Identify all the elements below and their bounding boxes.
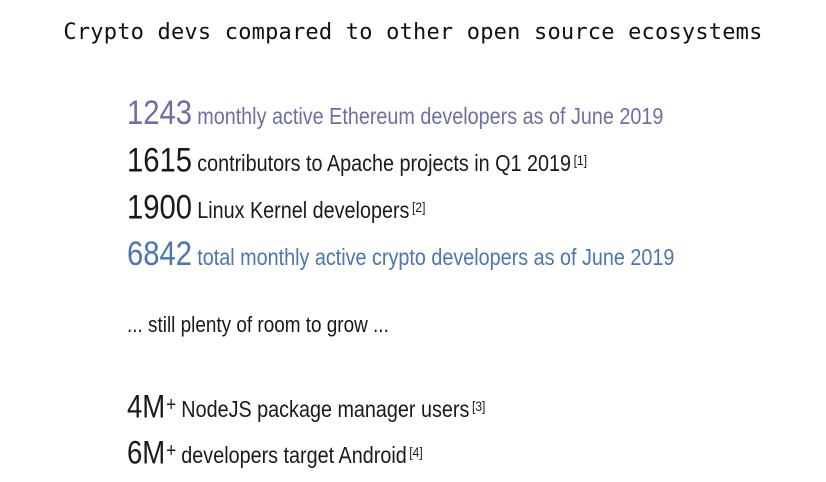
stat-plus: +	[166, 440, 177, 462]
slide-title: Crypto devs compared to other open sourc…	[63, 20, 763, 45]
stat-plus: +	[166, 394, 177, 416]
footnote-ref: [4]	[409, 444, 423, 460]
stats-list: 1243 monthly active Ethereum developers a…	[127, 90, 764, 278]
stat-text: developers target Android	[181, 442, 407, 469]
stat-number: 4M	[127, 388, 166, 425]
ecosystem-stats-list: 4M+ NodeJS package manager users [3] 6M+ de…	[127, 382, 544, 474]
stat-apache-contributors: 1615 contributors to Apache projects in Q…	[127, 137, 674, 184]
footnote-ref: [3]	[471, 398, 486, 414]
stat-linux-kernel-devs: 1900 Linux Kernel developers [2]	[127, 184, 674, 231]
footnote-ref: [2]	[412, 199, 426, 215]
stat-text: contributors to Apache projects in Q1 20…	[197, 150, 572, 177]
stat-number: 6M	[127, 434, 166, 471]
stat-ethereum-devs: 1243 monthly active Ethereum developers a…	[127, 90, 674, 137]
room-to-grow-text: ... still plenty of room to grow ...	[127, 312, 389, 337]
stat-number: 1900	[127, 188, 193, 227]
stat-nodejs-users: 4M+ NodeJS package manager users [3]	[127, 382, 485, 428]
stat-text: total monthly active crypto developers a…	[197, 244, 675, 270]
stat-crypto-devs: 6842 total monthly active crypto develope…	[127, 231, 674, 278]
stat-android-devs: 6M+ developers target Android [4]	[127, 428, 485, 474]
stat-text: Linux Kernel developers	[197, 197, 410, 224]
stat-number: 1243	[127, 94, 193, 132]
stat-number: 6842	[127, 235, 193, 273]
stat-number: 1615	[127, 141, 193, 180]
stat-text: monthly active Ethereum developers as of…	[197, 103, 664, 129]
stat-text: NodeJS package manager users	[181, 396, 470, 423]
footnote-ref: [1]	[573, 152, 588, 168]
